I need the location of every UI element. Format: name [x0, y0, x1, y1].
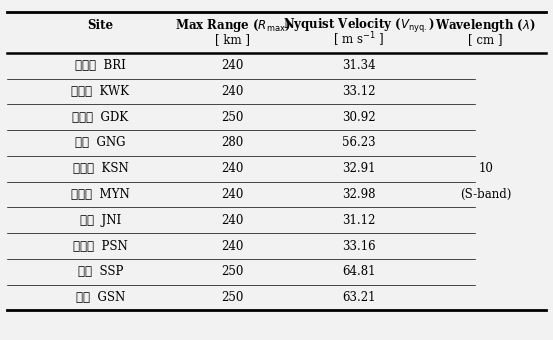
Text: 63.21: 63.21: [342, 291, 376, 304]
Text: 성산  SSP: 성산 SSP: [78, 265, 123, 278]
Text: [ m s$^{-1}$ ]: [ m s$^{-1}$ ]: [333, 31, 385, 49]
Text: 강릉  GNG: 강릉 GNG: [75, 136, 126, 150]
Text: 진도  JNI: 진도 JNI: [80, 214, 121, 227]
Text: 면송산  MYN: 면송산 MYN: [71, 188, 130, 201]
Text: (S-band): (S-band): [460, 188, 512, 201]
Text: Site: Site: [87, 19, 113, 32]
Text: 구덕산  PSN: 구덕산 PSN: [73, 239, 128, 253]
Text: Max Range ($R_{\mathrm{max}}$): Max Range ($R_{\mathrm{max}}$): [175, 17, 290, 34]
Text: [ cm ]: [ cm ]: [468, 33, 503, 46]
Text: 31.34: 31.34: [342, 59, 376, 72]
Text: 240: 240: [221, 214, 244, 227]
Text: 32.98: 32.98: [342, 188, 376, 201]
Text: 240: 240: [221, 162, 244, 175]
Text: 32.91: 32.91: [342, 162, 376, 175]
Text: 30.92: 30.92: [342, 110, 376, 124]
Text: 33.12: 33.12: [342, 85, 376, 98]
Text: 관악산  KWK: 관악산 KWK: [71, 85, 129, 98]
Text: 33.16: 33.16: [342, 239, 376, 253]
Text: 10: 10: [478, 162, 493, 175]
Text: 64.81: 64.81: [342, 265, 376, 278]
Text: 250: 250: [221, 265, 244, 278]
Text: 250: 250: [221, 291, 244, 304]
Text: 고산  GSN: 고산 GSN: [76, 291, 125, 304]
Text: 240: 240: [221, 239, 244, 253]
Text: 31.12: 31.12: [342, 214, 375, 227]
Text: 240: 240: [221, 59, 244, 72]
Text: Wavelength ($\lambda$): Wavelength ($\lambda$): [435, 17, 536, 34]
Text: 280: 280: [221, 136, 244, 150]
Text: 오성산  KSN: 오성산 KSN: [72, 162, 128, 175]
Text: Nyquist Velocity ($V_{\mathrm{nyq.}}$): Nyquist Velocity ($V_{\mathrm{nyq.}}$): [283, 17, 435, 35]
Text: 광덕산  GDK: 광덕산 GDK: [72, 110, 128, 124]
Text: [ km ]: [ km ]: [215, 33, 250, 46]
Text: 240: 240: [221, 188, 244, 201]
Text: 백령도  BRI: 백령도 BRI: [75, 59, 126, 72]
Text: 250: 250: [221, 110, 244, 124]
Text: 240: 240: [221, 85, 244, 98]
Text: 56.23: 56.23: [342, 136, 376, 150]
